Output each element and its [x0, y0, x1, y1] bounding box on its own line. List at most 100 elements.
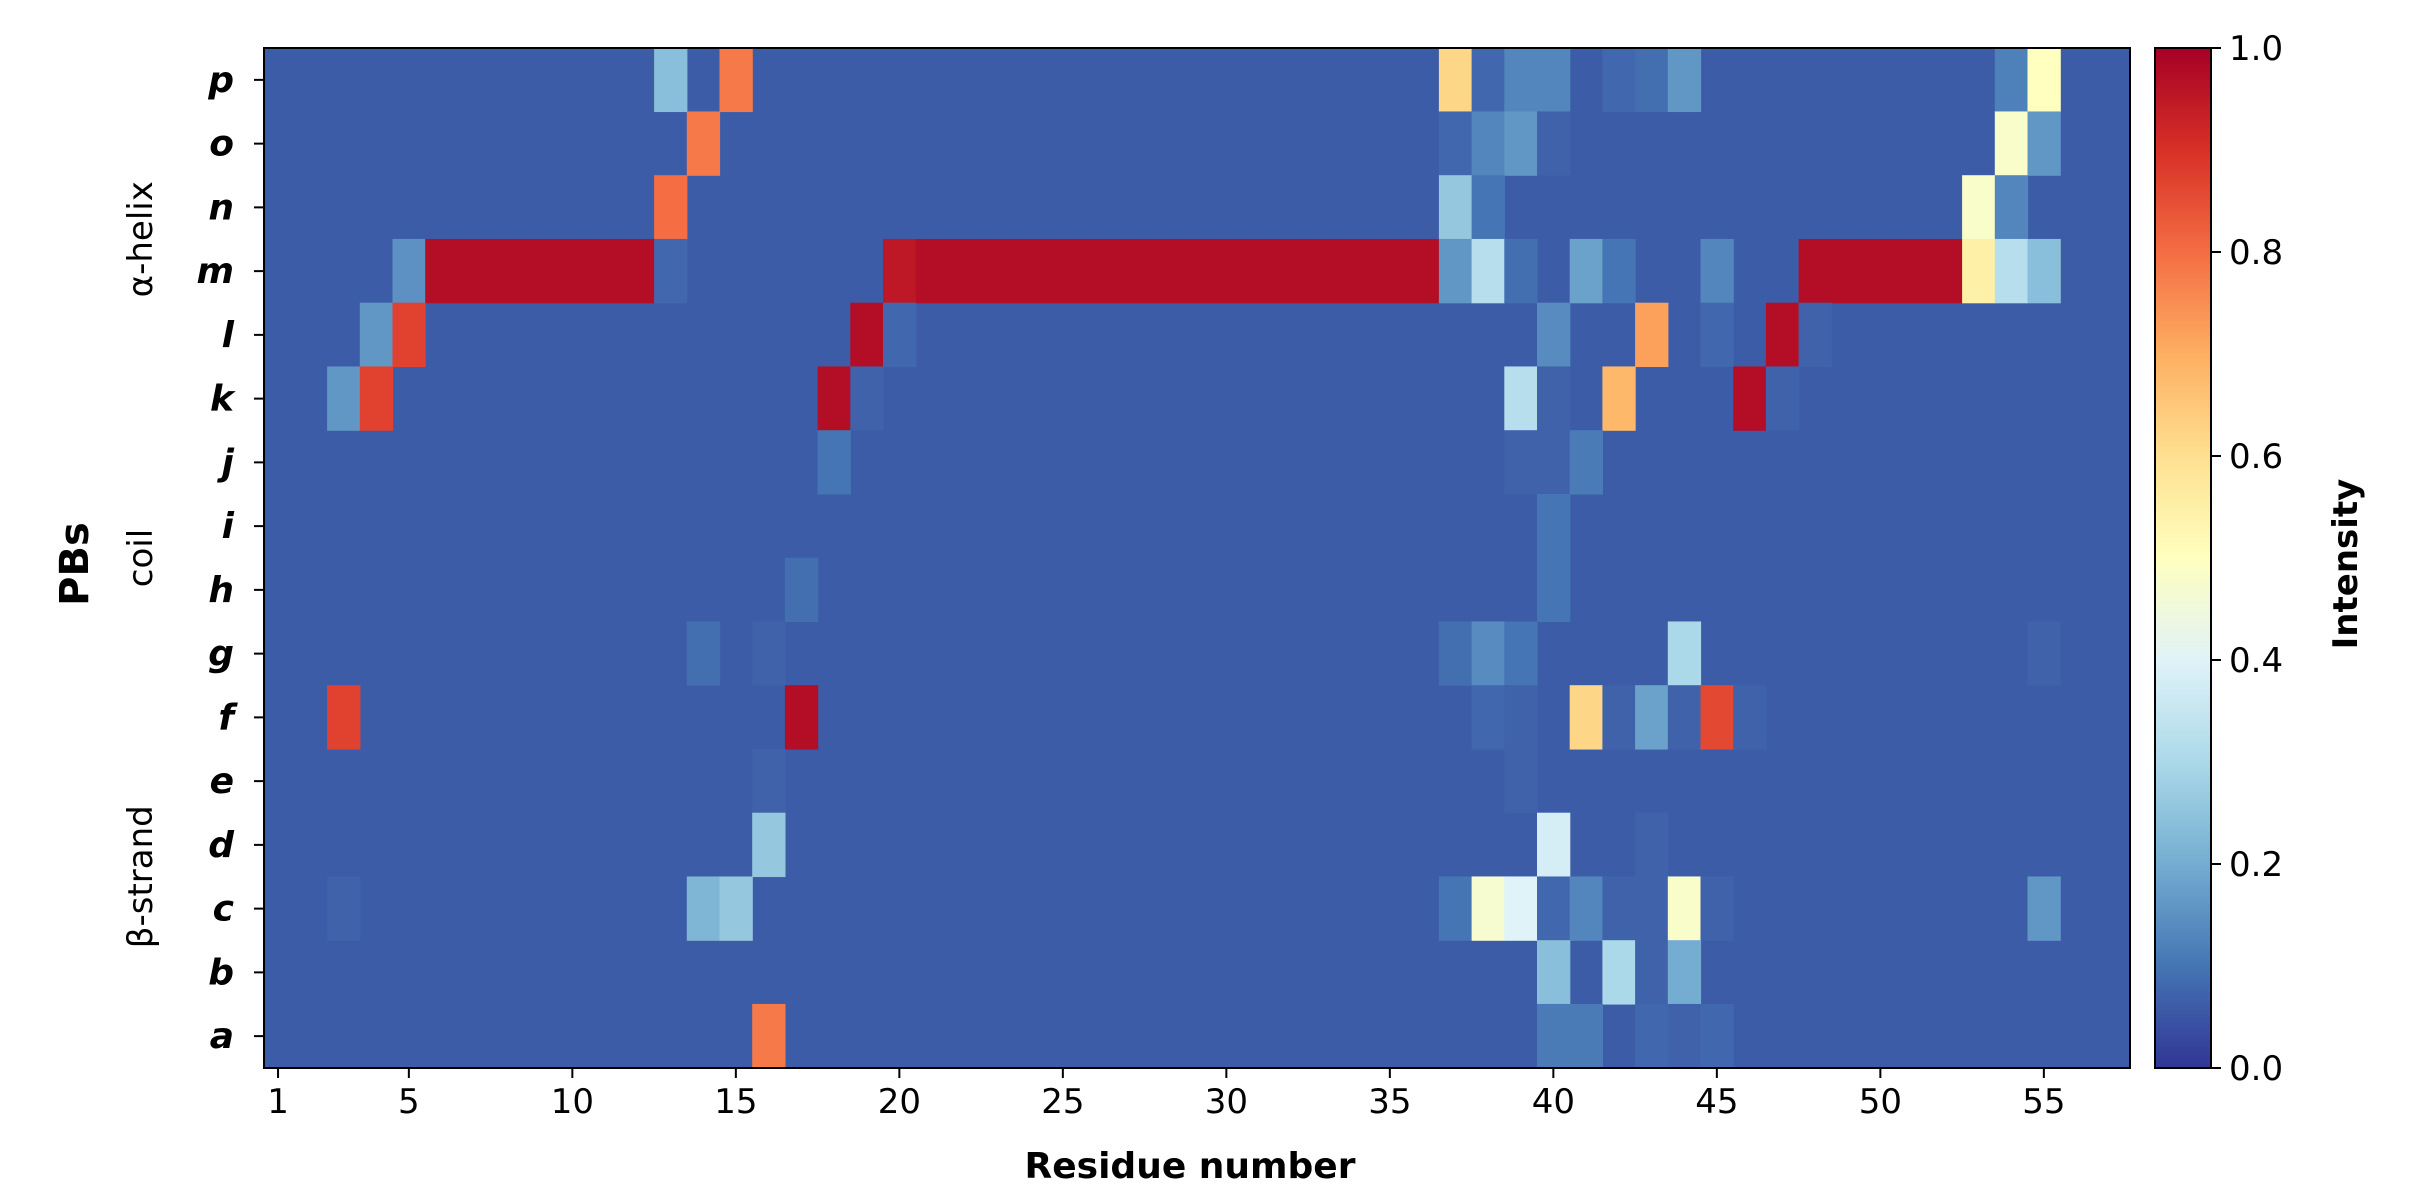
heatmap-cell-m-27 — [1111, 238, 1146, 304]
y-tick-label-l: l — [222, 315, 235, 356]
heatmap-cell-f-41 — [1569, 685, 1603, 750]
heatmap-cell-p-15 — [719, 47, 753, 113]
heatmap-cell-m-25 — [1046, 238, 1080, 304]
heatmap-cell-a-44 — [1667, 1003, 1702, 1069]
heatmap-cell-o-37 — [1438, 111, 1473, 176]
heatmap-cell-g-14 — [686, 621, 721, 686]
heatmap-cell-k-19 — [850, 366, 884, 431]
heatmap-cell-j-41 — [1569, 430, 1603, 495]
y-tick-label-f: f — [218, 697, 238, 738]
colorbar-tick-label: 0.2 — [2229, 845, 2283, 885]
x-tick-label: 10 — [551, 1082, 594, 1122]
heatmap-cell-c-40 — [1537, 876, 1571, 941]
y-tick-label-k: k — [210, 379, 236, 420]
heatmap-cell-g-55 — [2027, 621, 2061, 686]
y-tick-label-g: g — [208, 634, 234, 675]
heatmap-cell-k-39 — [1504, 366, 1538, 431]
heatmap-cell-m-37 — [1438, 238, 1473, 304]
heatmap-cell-l-5 — [392, 302, 426, 368]
heatmap-cell-a-16 — [752, 1003, 786, 1069]
heatmap-cell-m-32 — [1275, 238, 1309, 304]
heatmap-cell-a-40 — [1537, 1003, 1571, 1069]
heatmap-cell-m-24 — [1013, 238, 1048, 304]
x-tick-label: 40 — [1532, 1082, 1575, 1122]
heatmap-cell-p-37 — [1438, 47, 1473, 113]
heatmap-cell-o-40 — [1537, 111, 1571, 176]
plot-frame — [263, 47, 2131, 1069]
heatmap-cells — [264, 47, 2130, 1069]
x-tick-label: 45 — [1695, 1082, 1738, 1122]
heatmap-cell-c-45 — [1700, 876, 1734, 941]
heatmap-cell-n-38 — [1471, 175, 1505, 240]
x-tick-label: 15 — [714, 1082, 757, 1122]
heatmap-cell-a-45 — [1700, 1003, 1734, 1069]
heatmap-cell-b-44 — [1667, 940, 1702, 1005]
heatmap-cell-k-40 — [1537, 366, 1571, 431]
y-tick-label-e: e — [210, 761, 234, 802]
heatmap-cell-f-42 — [1602, 685, 1636, 750]
y-tick-label-h: h — [208, 570, 234, 611]
heatmap-cell-m-38 — [1471, 238, 1505, 304]
heatmap-cell-l-43 — [1635, 302, 1669, 368]
heatmap-cell-p-44 — [1667, 47, 1702, 113]
colorbar-tick-label: 0.6 — [2229, 437, 2283, 477]
x-tick-label: 20 — [878, 1082, 921, 1122]
heatmap-cell-o-55 — [2027, 111, 2061, 176]
y-tick-label-d: d — [208, 825, 235, 866]
heatmap-cell-m-10 — [556, 238, 590, 304]
y-tick-label-b: b — [208, 952, 234, 993]
x-axis-label: Residue number — [1025, 1146, 1356, 1187]
heatmap-cell-i-40 — [1537, 493, 1571, 559]
heatmap-cell-f-44 — [1667, 685, 1702, 750]
x-tick-label: 5 — [398, 1082, 420, 1122]
heatmap-cell-o-38 — [1471, 111, 1505, 176]
heatmap-cell-c-43 — [1635, 876, 1669, 941]
heatmap-cell-n-13 — [654, 175, 688, 240]
heatmap-cell-c-42 — [1602, 876, 1636, 941]
heatmap-cell-m-42 — [1602, 238, 1636, 304]
colorbar: 0.0 0.2 0.4 0.6 0.8 1.0 — [2154, 29, 2283, 1089]
heatmap-cell-c-41 — [1569, 876, 1603, 941]
heatmap-cell-p-40 — [1537, 47, 1571, 113]
heatmap-cell-c-14 — [686, 876, 721, 941]
colorbar-label: Intensity — [2326, 479, 2366, 650]
heatmap-cell-m-13 — [654, 238, 688, 304]
heatmap-cell-m-33 — [1308, 238, 1342, 304]
heatmap-cell-c-44 — [1667, 876, 1702, 941]
heatmap-cell-m-45 — [1700, 238, 1734, 304]
heatmap-cell-g-44 — [1667, 621, 1702, 686]
colorbar-tick-label: 0.4 — [2229, 641, 2283, 681]
heatmap-cell-m-49 — [1831, 238, 1865, 304]
heatmap-cell-f-38 — [1471, 685, 1505, 750]
heatmap-background — [264, 48, 2130, 1068]
heatmap-cell-f-43 — [1635, 685, 1669, 750]
heatmap-cell-m-8 — [490, 238, 524, 304]
y-tick-label-i: i — [222, 506, 235, 547]
heatmap-cell-m-52 — [1929, 238, 1963, 304]
heatmap-cell-m-54 — [1994, 238, 2029, 304]
heatmap-cell-g-37 — [1438, 621, 1473, 686]
heatmap-cell-m-51 — [1896, 238, 1930, 304]
heatmap-cell-k-42 — [1602, 366, 1636, 431]
heatmap-cell-m-29 — [1177, 238, 1211, 304]
heatmap-cell-m-22 — [948, 238, 982, 304]
y-tick-label-o: o — [209, 124, 234, 165]
heatmap-cell-m-28 — [1144, 238, 1178, 304]
heatmap-cell-m-31 — [1242, 238, 1276, 304]
heatmap-cell-c-39 — [1504, 876, 1538, 941]
heatmap-cell-o-39 — [1504, 111, 1538, 176]
y-axis-label: PBs — [52, 522, 98, 606]
heatmap-cell-c-3 — [327, 876, 361, 941]
y-tick-label-c: c — [213, 889, 234, 930]
heatmap-cell-f-45 — [1700, 685, 1734, 750]
heatmap-cell-d-40 — [1537, 812, 1571, 878]
heatmap-cell-o-14 — [686, 111, 721, 176]
x-axis: 1 5 10 15 20 25 30 35 40 45 50 55 — [267, 1068, 2065, 1122]
heatmap-cell-c-38 — [1471, 876, 1505, 941]
heatmap-cell-k-46 — [1733, 366, 1767, 431]
heatmap-cell-m-48 — [1798, 238, 1832, 304]
heatmap-cell-m-35 — [1373, 238, 1407, 304]
heatmap-cell-p-39 — [1504, 47, 1538, 113]
heatmap-cell-m-7 — [457, 238, 492, 304]
